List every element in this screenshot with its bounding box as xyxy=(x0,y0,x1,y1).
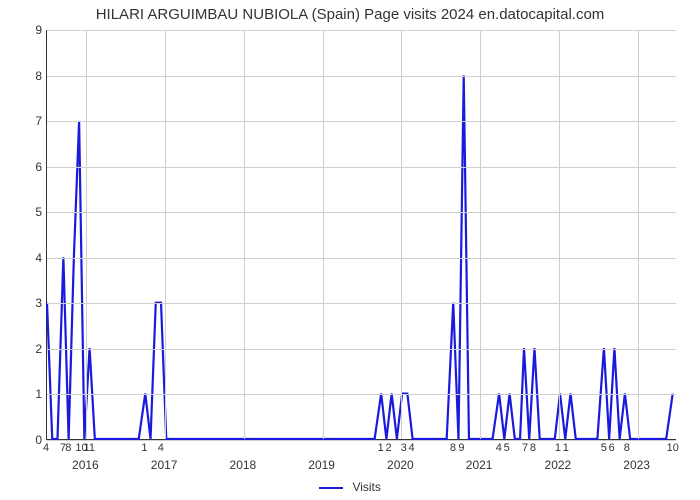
ytick-label: 2 xyxy=(28,342,42,356)
xtick-year-label: 2022 xyxy=(545,458,572,472)
xtick-value-label: 1 xyxy=(141,442,147,454)
gridline-vertical xyxy=(559,30,560,439)
xtick-year-label: 2023 xyxy=(623,458,650,472)
xtick-value-label: 1 xyxy=(555,442,561,454)
legend-swatch xyxy=(319,487,343,489)
xtick-value-label: 1 xyxy=(563,442,569,454)
xtick-value-label: 1 xyxy=(378,442,384,454)
ytick-label: 7 xyxy=(28,114,42,128)
xtick-value-label: 11 xyxy=(84,442,95,454)
ytick-label: 6 xyxy=(28,160,42,174)
gridline-horizontal xyxy=(47,167,676,168)
chart-container: HILARI ARGUIMBAU NUBIOLA (Spain) Page vi… xyxy=(0,0,700,500)
xtick-value-label: 5 xyxy=(504,442,510,454)
xtick-year-label: 2018 xyxy=(230,458,257,472)
xtick-value-label: 6 xyxy=(609,442,615,454)
xtick-year-label: 2017 xyxy=(151,458,178,472)
xtick-value-label: 2 xyxy=(386,442,392,454)
xtick-value-label: 8 xyxy=(65,442,71,454)
xtick-year-label: 2020 xyxy=(387,458,414,472)
ytick-label: 0 xyxy=(28,433,42,447)
xtick-value-label: 8 xyxy=(450,442,456,454)
gridline-vertical xyxy=(638,30,639,439)
gridline-vertical xyxy=(323,30,324,439)
ytick-label: 9 xyxy=(28,23,42,37)
xtick-value-label: 10 xyxy=(667,442,679,454)
legend: Visits xyxy=(0,480,700,494)
gridline-vertical xyxy=(401,30,402,439)
xtick-year-label: 2019 xyxy=(308,458,335,472)
xtick-value-label: 7 xyxy=(522,442,528,454)
xtick-value-label: 3 xyxy=(401,442,407,454)
gridline-horizontal xyxy=(47,394,676,395)
chart-title: HILARI ARGUIMBAU NUBIOLA (Spain) Page vi… xyxy=(0,6,700,23)
gridline-horizontal xyxy=(47,440,676,441)
gridline-vertical xyxy=(165,30,166,439)
gridline-horizontal xyxy=(47,121,676,122)
xtick-year-label: 2021 xyxy=(466,458,493,472)
gridline-horizontal xyxy=(47,30,676,31)
ytick-label: 5 xyxy=(28,205,42,219)
xtick-value-label: 9 xyxy=(458,442,464,454)
ytick-label: 3 xyxy=(28,296,42,310)
plot-area xyxy=(46,30,676,440)
ytick-label: 4 xyxy=(28,251,42,265)
ytick-label: 8 xyxy=(28,69,42,83)
gridline-horizontal xyxy=(47,212,676,213)
xtick-value-label: 4 xyxy=(408,442,414,454)
xtick-value-label: 4 xyxy=(158,442,164,454)
gridline-horizontal xyxy=(47,349,676,350)
gridline-horizontal xyxy=(47,258,676,259)
legend-label: Visits xyxy=(352,480,380,494)
xtick-value-label: 8 xyxy=(530,442,536,454)
gridline-vertical xyxy=(86,30,87,439)
xtick-year-label: 2016 xyxy=(72,458,99,472)
gridline-horizontal xyxy=(47,76,676,77)
line-series-svg xyxy=(47,30,676,439)
gridline-vertical xyxy=(480,30,481,439)
xtick-value-label: 5 xyxy=(601,442,607,454)
gridline-horizontal xyxy=(47,303,676,304)
ytick-label: 1 xyxy=(28,387,42,401)
gridline-vertical xyxy=(244,30,245,439)
xtick-value-label: 8 xyxy=(624,442,630,454)
xtick-value-label: 4 xyxy=(496,442,502,454)
xtick-value-label: 4 xyxy=(43,442,49,454)
